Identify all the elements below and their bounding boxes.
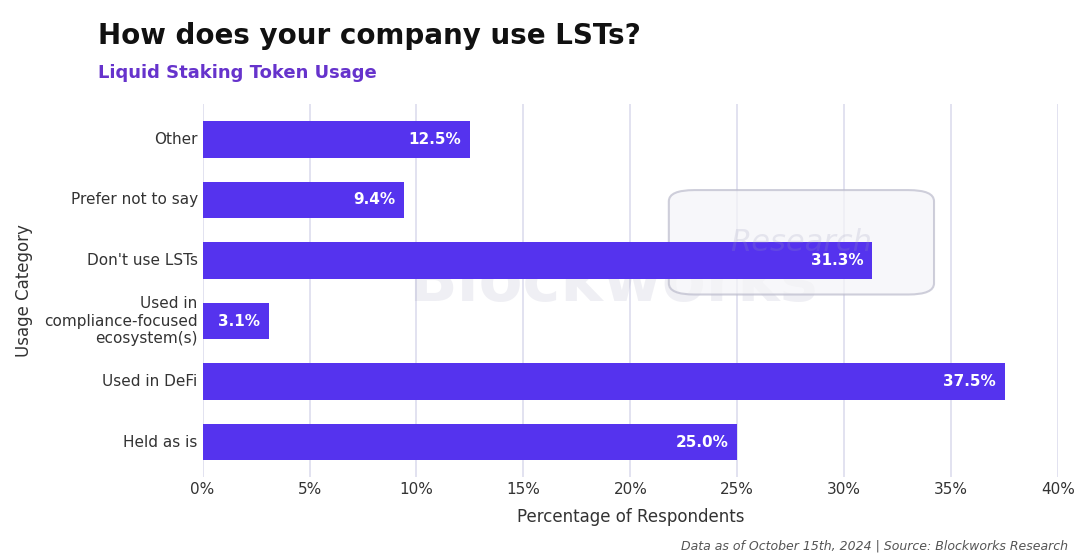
X-axis label: Percentage of Respondents: Percentage of Respondents xyxy=(517,508,744,526)
Text: 9.4%: 9.4% xyxy=(353,193,395,208)
Text: Research: Research xyxy=(730,228,872,257)
FancyBboxPatch shape xyxy=(669,190,934,295)
Bar xyxy=(203,182,403,218)
Text: 37.5%: 37.5% xyxy=(943,374,996,389)
Bar xyxy=(203,242,872,278)
Y-axis label: Usage Category: Usage Category xyxy=(15,224,33,357)
Bar xyxy=(203,363,1005,400)
Text: Liquid Staking Token Usage: Liquid Staking Token Usage xyxy=(98,64,377,82)
Text: 25.0%: 25.0% xyxy=(676,435,729,450)
Text: 31.3%: 31.3% xyxy=(811,253,863,268)
Text: Blockworks: Blockworks xyxy=(409,252,819,314)
Bar xyxy=(203,303,269,339)
Text: How does your company use LSTs?: How does your company use LSTs? xyxy=(98,22,641,50)
Text: 12.5%: 12.5% xyxy=(409,132,461,147)
Text: Data as of October 15th, 2024 | Source: Blockworks Research: Data as of October 15th, 2024 | Source: … xyxy=(681,540,1068,552)
Bar xyxy=(203,121,470,157)
Bar xyxy=(203,424,737,460)
Text: 3.1%: 3.1% xyxy=(218,314,261,329)
